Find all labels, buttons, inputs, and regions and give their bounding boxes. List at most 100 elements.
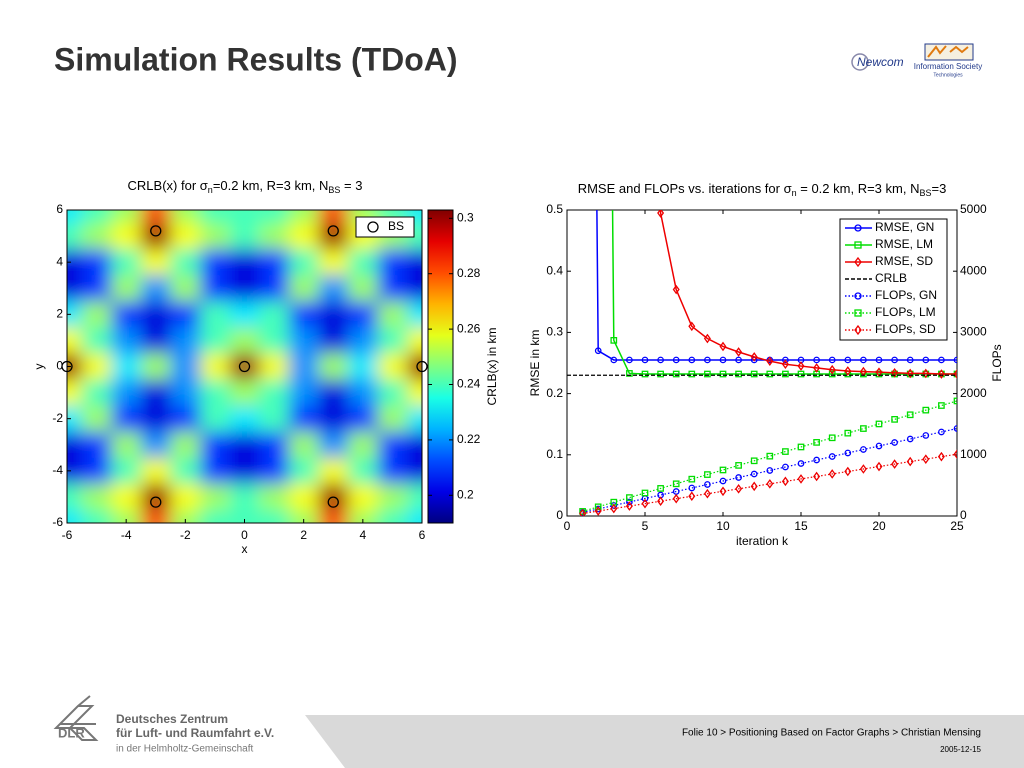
marker [766,356,774,366]
heatmap-cell [140,301,172,328]
heatmap-cell [259,223,290,250]
heatmap-cell [111,353,142,381]
heatmap-cell [170,457,201,485]
marker [626,356,633,364]
marker [238,360,251,373]
heatmap-cell [200,275,231,302]
heatmap-cell [170,327,201,354]
heatmap-cell [348,483,379,511]
heatmap-cell [111,327,142,354]
marker [594,347,602,355]
marker [704,356,711,364]
heatmap-cell [200,327,231,354]
heatmap-cell [259,249,290,276]
heatmap-cell [348,275,379,302]
marker [688,475,696,483]
heatmap-cell [259,431,290,459]
y-tick-label: 4 [56,254,63,268]
y2-tick-label: 0 [960,508,967,522]
x-tick-label: 5 [642,519,649,533]
marker [854,256,862,268]
heatmap-cell [67,353,83,381]
heatmap-cell [288,223,319,250]
heatmap-cell [81,275,112,302]
marker [719,486,727,497]
legend-label: FLOPs, LM [875,305,936,319]
marker [891,356,898,364]
heatmap-cell [288,379,319,407]
heatmap-cell [170,210,201,224]
marker [828,370,836,378]
heatmap-cell [140,457,172,485]
dlr-logo: DLR Deutsches Zentrum für Luft- und Raum… [53,695,274,755]
marker [860,446,867,453]
heatmap-cell [348,353,379,381]
heatmap-cell [140,431,172,459]
heatmap-cell [229,249,260,276]
heatmap-cell [111,509,142,523]
marker [828,364,836,375]
marker [750,457,758,465]
heatmap-cell [229,457,260,485]
y-tick-label: -6 [52,515,63,529]
heatmap-cell [288,275,319,302]
heatmap-cell [407,301,422,328]
y-tick-label: 0.5 [546,202,563,216]
heatmap-chart: CRLB(x) for σn=0.2 km, R=3 km, NBS = 3-6… [32,178,499,556]
heatmap-cell [259,301,290,328]
y2-tick-label: 5000 [960,202,987,216]
chart-title: RMSE and FLOPs vs. iterations for σn = 0… [578,181,947,198]
heatmap-cell [348,457,379,485]
dlr-text: in der Helmholtz-Gemeinschaft [116,744,253,755]
colorbar-tick-label: 0.28 [457,266,481,280]
x-tick-label: 6 [419,528,426,542]
marker [854,324,862,336]
marker [750,481,758,492]
heatmap-cell [318,379,349,407]
heatmap-cell [200,509,231,523]
marker [610,503,618,514]
marker [828,434,836,442]
heatmap-cell [377,379,408,407]
marker [813,439,820,446]
marker [906,368,914,379]
x-tick-label: 25 [950,519,964,533]
heatmap-cell [348,327,379,354]
heatmap-cell [288,301,319,328]
heatmap-cell [200,457,231,485]
legend-label: CRLB [875,271,907,285]
footer-band [305,715,1024,768]
marker [854,292,862,300]
title-part: RMSE and FLOPs vs. iterations for σ [578,181,792,196]
heatmap-cell [348,431,379,459]
heatmap-cell [67,509,83,523]
marker [953,369,957,379]
marker [781,359,789,370]
heatmap-cell [259,379,290,407]
x-tick-label: 2 [300,528,307,542]
marker [657,496,665,506]
heatmap-cell [111,405,142,433]
heatmap-cell [170,509,201,523]
marker [922,368,930,379]
y-tick-label: 6 [56,202,63,216]
y-tick-label: 0.2 [546,386,563,400]
newcom-text: Newcom [857,55,904,69]
marker [922,432,930,439]
marker [906,456,914,467]
heatmap-cell [140,379,172,407]
slide-title: Simulation Results (TDoA) [54,41,458,77]
marker [641,370,649,378]
marker [327,225,339,237]
heatmap-area [67,210,422,523]
heatmap-cell [67,483,83,511]
heatmap-cell [377,509,408,523]
marker [828,453,836,460]
marker [735,370,742,378]
x-axis-label: iteration k [736,534,789,548]
legend-label: FLOPs, SD [875,322,936,336]
heatmap-cell [288,353,319,381]
marker [703,488,711,499]
marker [875,356,883,364]
